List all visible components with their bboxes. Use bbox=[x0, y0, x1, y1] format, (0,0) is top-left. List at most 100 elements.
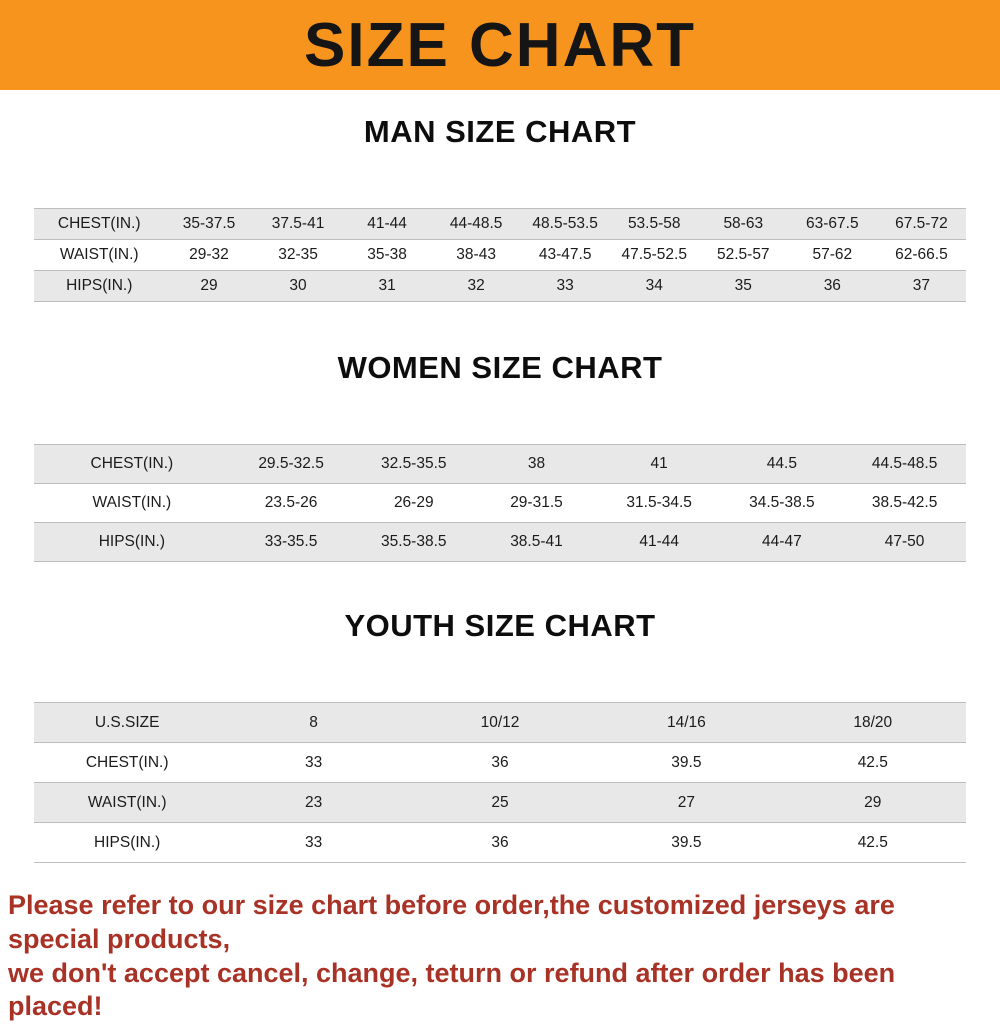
value-cell: 23.5-26 bbox=[230, 484, 353, 523]
value-cell: 33 bbox=[521, 271, 610, 302]
value-cell: 36 bbox=[407, 823, 593, 863]
size-header-cell: 5XL bbox=[788, 164, 877, 209]
value-cell: 36 bbox=[788, 271, 877, 302]
value-cell: 35-38 bbox=[343, 240, 432, 271]
value-cell: 44-47 bbox=[721, 523, 844, 562]
order-policy-line-1: Please refer to our size chart before or… bbox=[8, 889, 992, 957]
value-cell: 47-50 bbox=[843, 523, 966, 562]
value-cell: 38-43 bbox=[432, 240, 521, 271]
youth-size-chart-heading: YOUTH SIZE CHART bbox=[0, 608, 1000, 644]
size-header-cell: M bbox=[475, 400, 598, 445]
value-cell: 48.5-53.5 bbox=[521, 209, 610, 240]
value-cell: 27 bbox=[593, 783, 779, 823]
size-header-cell: L bbox=[343, 164, 432, 209]
value-cell: 23 bbox=[220, 783, 406, 823]
size-header-cell: 2XL bbox=[521, 164, 610, 209]
value-cell: 35-37.5 bbox=[164, 209, 253, 240]
value-cell: 35.5-38.5 bbox=[352, 523, 475, 562]
value-cell: 58-63 bbox=[699, 209, 788, 240]
value-cell: 36 bbox=[407, 743, 593, 783]
value-cell: 42.5 bbox=[780, 743, 966, 783]
page-title: SIZE CHART bbox=[304, 10, 696, 81]
women-size-chart-heading: WOMEN SIZE CHART bbox=[0, 350, 1000, 386]
order-policy-note: Please refer to our size chart before or… bbox=[8, 889, 992, 1024]
size-header-cell: XL bbox=[432, 164, 521, 209]
value-cell: 53.5-58 bbox=[610, 209, 699, 240]
value-cell: 33-35.5 bbox=[230, 523, 353, 562]
value-cell: 41-44 bbox=[598, 523, 721, 562]
table-title-cell: YOUTH bbox=[34, 658, 220, 703]
row-label-cell: WAIST(IN.) bbox=[34, 484, 230, 523]
value-cell: 34.5-38.5 bbox=[721, 484, 844, 523]
value-cell: 29-31.5 bbox=[475, 484, 598, 523]
value-cell: 29 bbox=[780, 783, 966, 823]
size-header-cell: L bbox=[598, 400, 721, 445]
value-cell: 14/16 bbox=[593, 703, 779, 743]
value-cell: 38 bbox=[475, 445, 598, 484]
value-cell: 47.5-52.5 bbox=[610, 240, 699, 271]
value-cell: 44.5-48.5 bbox=[843, 445, 966, 484]
value-cell: 25 bbox=[407, 783, 593, 823]
table-title-cell: MEN'S bbox=[34, 164, 164, 209]
value-cell: 31.5-34.5 bbox=[598, 484, 721, 523]
value-cell: 44.5 bbox=[721, 445, 844, 484]
size-chart-banner: SIZE CHART bbox=[0, 0, 1000, 90]
size-header-cell: XS bbox=[230, 400, 353, 445]
size-header-cell: YTH S bbox=[220, 658, 406, 703]
value-cell: 33 bbox=[220, 823, 406, 863]
row-label-cell: WAIST(IN.) bbox=[34, 783, 220, 823]
value-cell: 52.5-57 bbox=[699, 240, 788, 271]
value-cell: 57-62 bbox=[788, 240, 877, 271]
value-cell: 29.5-32.5 bbox=[230, 445, 353, 484]
value-cell: 63-67.5 bbox=[788, 209, 877, 240]
value-cell: 18/20 bbox=[780, 703, 966, 743]
value-cell: 62-66.5 bbox=[877, 240, 966, 271]
value-cell: 38.5-42.5 bbox=[843, 484, 966, 523]
size-header-cell: S bbox=[352, 400, 475, 445]
size-header-cell: S bbox=[164, 164, 253, 209]
row-label-cell: WAIST(IN.) bbox=[34, 240, 164, 271]
value-cell: 43-47.5 bbox=[521, 240, 610, 271]
size-header-cell: YTH L bbox=[593, 658, 779, 703]
value-cell: 10/12 bbox=[407, 703, 593, 743]
value-cell: 42.5 bbox=[780, 823, 966, 863]
value-cell: 39.5 bbox=[593, 823, 779, 863]
value-cell: 39.5 bbox=[593, 743, 779, 783]
value-cell: 41-44 bbox=[343, 209, 432, 240]
man-size-chart-heading: MAN SIZE CHART bbox=[0, 114, 1000, 150]
value-cell: 37.5-41 bbox=[254, 209, 343, 240]
row-label-cell: HIPS(IN.) bbox=[34, 523, 230, 562]
size-header-cell: XXL bbox=[843, 400, 966, 445]
value-cell: 67.5-72 bbox=[877, 209, 966, 240]
row-label-cell: HIPS(IN.) bbox=[34, 271, 164, 302]
row-label-cell: CHEST(IN.) bbox=[34, 209, 164, 240]
size-header-cell: XL bbox=[721, 400, 844, 445]
value-cell: 31 bbox=[343, 271, 432, 302]
value-cell: 38.5-41 bbox=[475, 523, 598, 562]
size-header-cell: M bbox=[254, 164, 343, 209]
value-cell: 29-32 bbox=[164, 240, 253, 271]
value-cell: 8 bbox=[220, 703, 406, 743]
size-header-cell: 4XL bbox=[699, 164, 788, 209]
value-cell: 32 bbox=[432, 271, 521, 302]
value-cell: 32.5-35.5 bbox=[352, 445, 475, 484]
size-header-cell: 6XL bbox=[877, 164, 966, 209]
value-cell: 37 bbox=[877, 271, 966, 302]
order-policy-line-2: we don't accept cancel, change, teturn o… bbox=[8, 957, 992, 1024]
value-cell: 30 bbox=[254, 271, 343, 302]
value-cell: 34 bbox=[610, 271, 699, 302]
value-cell: 29 bbox=[164, 271, 253, 302]
